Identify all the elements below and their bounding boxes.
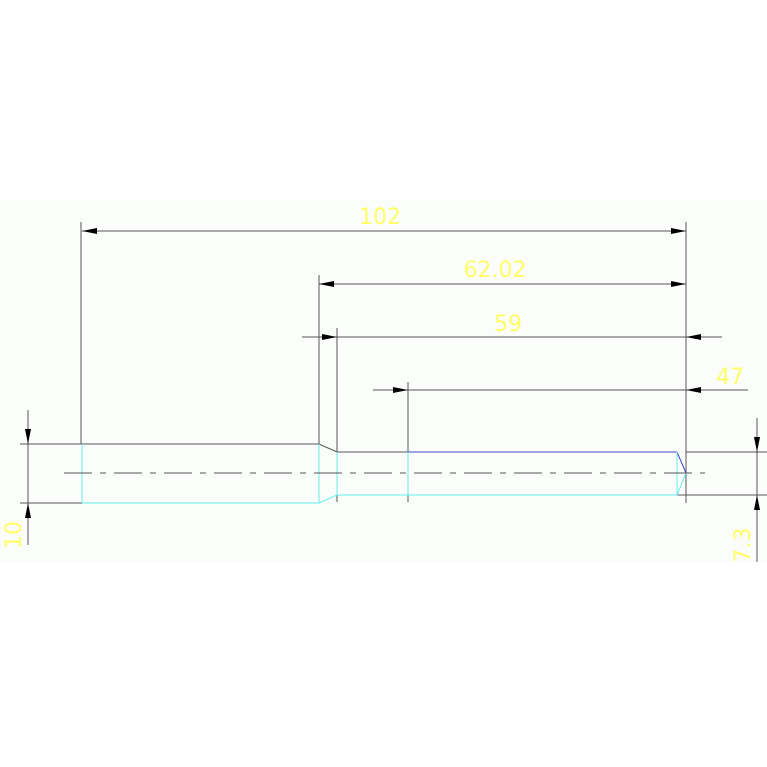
dimension-59[interactable]: 59 bbox=[302, 312, 722, 340]
extension-lines bbox=[20, 222, 767, 504]
dimension-102[interactable]: 102 bbox=[82, 205, 686, 234]
dim-text-102: 102 bbox=[359, 205, 401, 230]
dimension-7-3[interactable]: 7.3 bbox=[731, 418, 760, 563]
dimension-10[interactable]: 10 bbox=[2, 410, 31, 549]
dim-text-10: 10 bbox=[2, 521, 27, 549]
dimension-47[interactable]: 47 bbox=[373, 365, 748, 393]
drawing-area bbox=[0, 200, 767, 562]
dim-text-62-02: 62.02 bbox=[464, 258, 527, 283]
dim-text-47: 47 bbox=[716, 365, 744, 390]
dimension-62-02[interactable]: 62.02 bbox=[319, 258, 686, 287]
dim-text-7-3: 7.3 bbox=[731, 528, 756, 563]
dim-text-59: 59 bbox=[494, 312, 522, 337]
